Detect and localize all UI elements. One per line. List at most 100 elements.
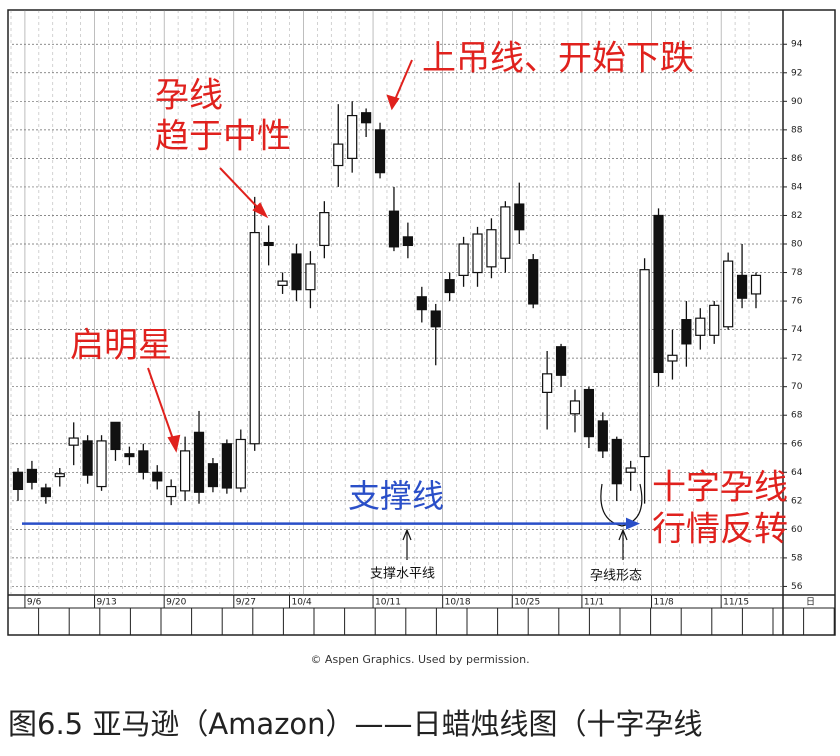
candle-body [68, 437, 79, 446]
candle-body [82, 440, 93, 476]
candle-body [653, 214, 664, 374]
candle-body [528, 259, 539, 305]
annotation: 上吊线、开始下跌 [422, 39, 694, 79]
candle-body [416, 296, 427, 311]
y-tick-label: 62 [791, 496, 802, 506]
support-label: 支撑线 [348, 477, 444, 515]
y-tick-label: 64 [791, 468, 803, 478]
candle-body [444, 279, 455, 294]
candle-body [263, 241, 274, 247]
candle-body [305, 263, 316, 291]
candle-body [26, 468, 38, 483]
candle-body [249, 231, 260, 445]
candle-body [639, 269, 650, 458]
candle-body [736, 274, 748, 299]
candle-body [611, 438, 622, 485]
candle-body [193, 431, 205, 493]
candle-body [514, 203, 525, 231]
candle-body [347, 114, 358, 159]
annotation: 孕线 [155, 76, 223, 116]
candle-body [583, 388, 595, 438]
candle-body [681, 319, 692, 345]
y-tick-label: 72 [791, 354, 802, 364]
candle-body [695, 317, 706, 336]
candle-body [486, 229, 497, 268]
candle-body [235, 438, 246, 489]
y-tick-label: 94 [791, 40, 803, 50]
y-tick-label: 60 [791, 525, 803, 535]
x-tick-label: 10/18 [445, 598, 471, 608]
candle-body [291, 253, 302, 291]
candle-body [179, 450, 191, 492]
candle-body [750, 274, 762, 295]
y-tick-label: 92 [791, 68, 802, 78]
x-tick-label: 11/1 [584, 598, 604, 608]
candle-body [500, 206, 511, 259]
support-arrowhead [626, 517, 640, 530]
candle-body [569, 400, 581, 415]
x-tick-label: 10/11 [375, 598, 401, 608]
y-tick-label: 88 [791, 125, 803, 135]
y-tick-label: 68 [791, 411, 803, 421]
candle-body [40, 487, 51, 498]
candle-body [166, 485, 177, 498]
candle-body [555, 346, 567, 376]
candle-body [472, 233, 483, 274]
candle-body [152, 471, 163, 482]
y-tick-label: 86 [791, 154, 803, 164]
date-boxes [7, 608, 835, 635]
candle-body [709, 304, 720, 336]
x-tick-label: 9/27 [236, 598, 256, 608]
annotation: 孕线形态 [590, 569, 642, 584]
candle-body [430, 310, 441, 328]
y-tick-label: 80 [791, 240, 803, 250]
candle-body [138, 450, 149, 473]
support-arrows [402, 483, 643, 560]
x-unit-label: 日 [806, 597, 815, 608]
x-tick-label: 9/13 [97, 598, 117, 608]
x-tick-label: 10/25 [514, 598, 540, 608]
y-tick-label: 84 [791, 182, 803, 192]
candle-body [96, 440, 107, 488]
y-tick-label: 56 [791, 582, 803, 592]
x-tick-label: 11/8 [654, 598, 674, 608]
credit: © Aspen Graphics. Used by permission. [310, 653, 529, 666]
grid: 56 58 60 62 64 66 68 70 72 74 76 78 80 82 84 86 88 90 92 94… [10, 10, 803, 608]
candle-body [458, 243, 469, 276]
annotation: 支撑水平线 [370, 567, 435, 582]
annotation: 启明星 [70, 326, 172, 366]
candle-body [723, 260, 734, 328]
candle-body [597, 420, 608, 452]
candle-body [361, 112, 372, 124]
y-tick-label: 70 [791, 382, 803, 392]
x-tick-label: 10/4 [291, 598, 311, 608]
y-tick-label: 66 [791, 439, 803, 449]
candle-body [388, 210, 400, 248]
candle-body [54, 473, 65, 478]
annotation: 行情反转 [652, 510, 788, 550]
y-tick-label: 74 [791, 325, 803, 335]
candle-body [333, 143, 344, 167]
candle-body [542, 373, 553, 393]
y-tick-label: 78 [791, 268, 803, 278]
candle-body [277, 280, 288, 286]
candle-body [207, 463, 219, 488]
candle-body [124, 453, 135, 458]
y-tick-label: 58 [791, 553, 803, 563]
x-tick-label: 11/15 [723, 598, 749, 608]
candles [12, 101, 762, 506]
annotation: 十字孕线 [652, 468, 788, 508]
candle-body [667, 354, 678, 362]
annotation: 趋于中性 [155, 117, 291, 157]
y-tick-label: 90 [791, 97, 803, 107]
y-tick-label: 82 [791, 211, 802, 221]
x-tick-label: 9/6 [27, 598, 42, 608]
arrows [147, 59, 413, 453]
candle-body [221, 443, 232, 489]
candle-body [374, 129, 386, 174]
caption: 图6.5 亚马逊（Amazon）——日蜡烛线图（十字孕线 [8, 707, 703, 741]
candle-body [110, 421, 121, 451]
candle-body [402, 236, 413, 247]
candle-body [625, 467, 636, 473]
